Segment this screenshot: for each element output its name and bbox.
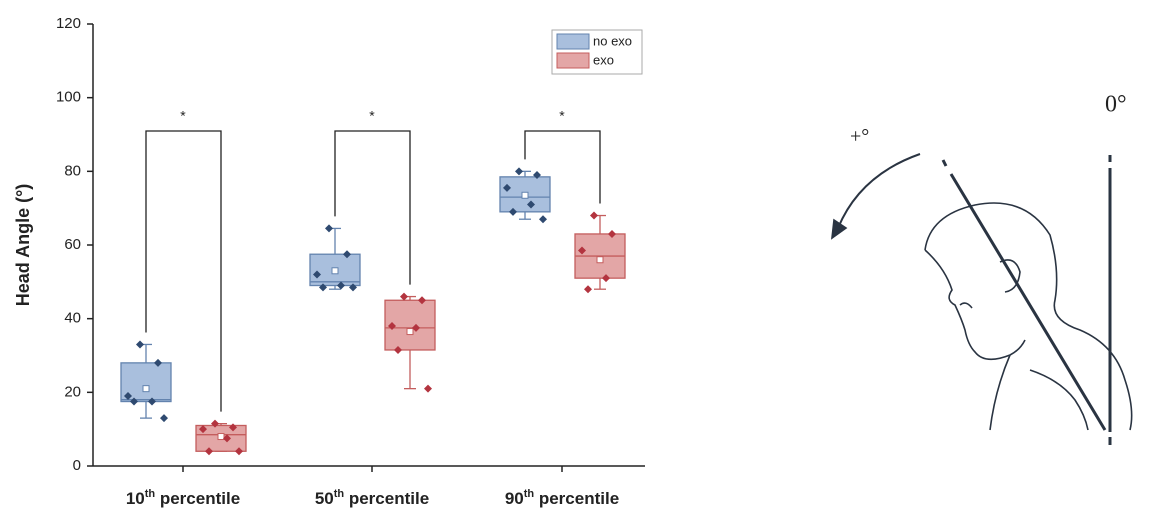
mean xyxy=(143,386,149,392)
zero-angle-label: 0° xyxy=(1105,92,1127,118)
face-profile xyxy=(925,250,1025,359)
data-point xyxy=(539,215,547,223)
data-point xyxy=(590,212,598,220)
arrow-head xyxy=(832,220,846,238)
y-tick-label: 20 xyxy=(64,383,81,400)
data-point xyxy=(424,385,432,393)
x-tick-label: 10th percentile xyxy=(126,488,240,509)
y-tick-label: 120 xyxy=(56,15,81,32)
legend-label: exo xyxy=(593,52,614,67)
y-tick-label: 0 xyxy=(73,457,81,474)
rotation-arrow xyxy=(838,154,920,228)
category-part: 50 xyxy=(315,489,334,508)
data-point xyxy=(160,414,168,422)
shoulder xyxy=(1030,370,1088,430)
legend-swatch xyxy=(557,34,589,49)
mean xyxy=(218,434,224,440)
legend-label: no exo xyxy=(593,33,632,48)
mean xyxy=(597,257,603,263)
y-axis-label: Head Angle (°) xyxy=(13,184,33,307)
category-part: percentile xyxy=(534,489,619,508)
significance-label: * xyxy=(180,108,186,124)
legend-swatch xyxy=(557,53,589,68)
plus-angle-label: +° xyxy=(850,126,869,148)
data-point xyxy=(325,224,333,232)
mean xyxy=(407,329,413,335)
category-part: 90 xyxy=(505,489,524,508)
category-part: percentile xyxy=(344,489,429,508)
head-diagram xyxy=(832,154,1132,445)
neck-front xyxy=(990,355,1010,430)
category-part: th xyxy=(524,488,535,500)
y-tick-label: 100 xyxy=(56,89,81,106)
category-part: percentile xyxy=(155,489,240,508)
category-part: th xyxy=(145,488,156,500)
significance-label: * xyxy=(369,108,375,124)
category-part: 10 xyxy=(126,489,145,508)
y-tick-label: 60 xyxy=(64,236,81,253)
figure: Head Angle (°) +° 0° 02040608010012010th… xyxy=(0,0,1149,514)
y-tick-label: 40 xyxy=(64,310,81,327)
eye xyxy=(960,303,972,308)
x-tick-label: 50th percentile xyxy=(315,488,429,509)
data-point xyxy=(136,340,144,348)
head-axis-dash xyxy=(943,160,946,166)
x-tick-label: 90th percentile xyxy=(505,488,619,509)
head-back xyxy=(925,203,1132,430)
data-point xyxy=(400,293,408,301)
ear xyxy=(1000,260,1020,292)
y-tick-label: 80 xyxy=(64,162,81,179)
category-part: th xyxy=(334,488,345,500)
significance-label: * xyxy=(559,108,565,124)
data-point xyxy=(515,167,523,175)
mean xyxy=(332,268,338,274)
mean xyxy=(522,192,528,198)
data-point xyxy=(584,285,592,293)
